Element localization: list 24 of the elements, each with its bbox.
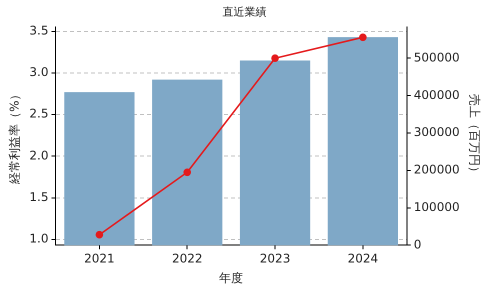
x-tick-label: 2022 (172, 252, 202, 266)
y-tick-label: 1.5 (29, 190, 48, 204)
y2-tick-label: 200000 (414, 162, 460, 177)
point (271, 54, 279, 62)
x-tick-label: 2024 (348, 252, 378, 266)
y2-tick-label: 100000 (414, 200, 460, 214)
y2-tick-label: 500000 (414, 50, 460, 64)
x-tick-label: 2021 (84, 252, 115, 266)
y-tick-label: 3.0 (29, 65, 48, 80)
point (359, 33, 367, 42)
point (183, 168, 192, 176)
y2-tick-label: 0 (414, 237, 422, 252)
x-axis-title: 年度 (219, 270, 244, 285)
y-tick-label: 2.0 (29, 148, 48, 162)
y2-tick-label: 400000 (414, 88, 460, 102)
point (96, 230, 104, 239)
y-tick-label: 1.0 (29, 232, 48, 246)
y-axis-title: 経常利益率（%） (7, 88, 22, 185)
y-tick-label: 2.5 (29, 106, 48, 121)
y2-axis-title: 売上（百万円） (468, 94, 482, 178)
y-tick-label: 3.5 (29, 23, 48, 38)
x-tick-label: 2023 (260, 252, 290, 266)
y2-tick-label: 300000 (414, 125, 460, 140)
chart-title: 直近業績 (222, 5, 266, 18)
